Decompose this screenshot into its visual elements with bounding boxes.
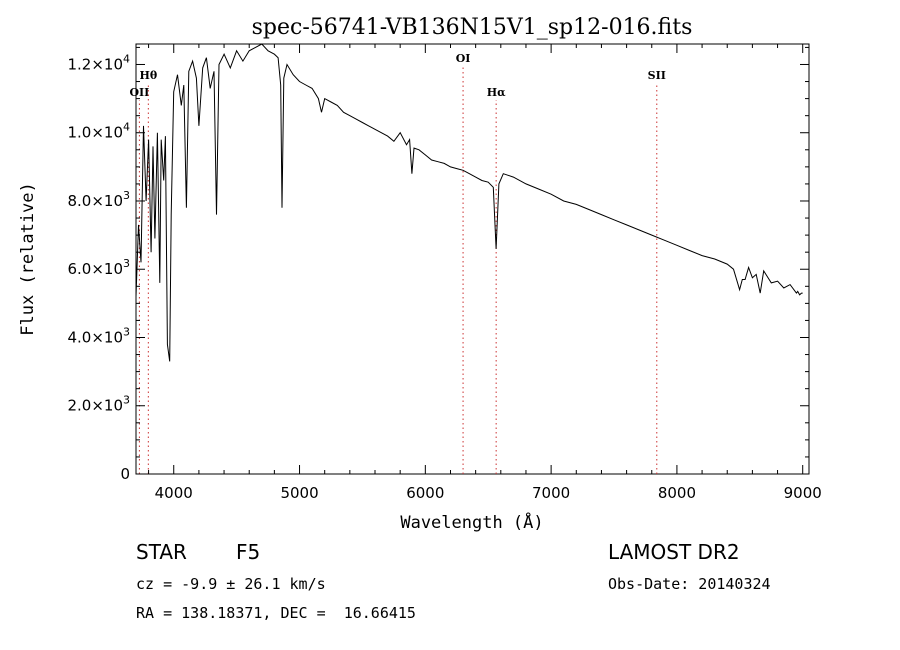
x-tick-labels: 4000 5000 6000 7000 8000 9000 — [155, 484, 822, 502]
x-tick-label: 9000 — [784, 484, 822, 502]
y-tick-label: 1.2×104 — [67, 52, 130, 73]
y-axis-label: Flux (relative) — [18, 182, 38, 336]
line-marker-label: OII — [129, 86, 149, 99]
y-tick-label: 1.0×104 — [67, 121, 130, 142]
y-tick-label: 2.0×103 — [67, 394, 130, 415]
line-marker-label: Hα — [487, 86, 506, 99]
observation-date: Obs-Date: 20140324 — [608, 575, 771, 593]
redshift-readout: cz = -9.9 ± 26.1 km/s — [136, 575, 326, 593]
object-subclass: F5 — [236, 540, 261, 564]
x-tick-label: 7000 — [532, 484, 570, 502]
line-marker-label: OI — [456, 52, 471, 65]
spectrum-series-line — [135, 43, 803, 362]
survey-name: LAMOST DR2 — [608, 540, 740, 564]
plot-frame — [135, 43, 810, 475]
y-tick-label: 6.0×103 — [67, 257, 130, 278]
y-tick-labels: 0 2.0×103 4.0×103 6.0×103 8.0×103 1.0×104 1.2×… — [67, 52, 130, 483]
x-axis-label: Wavelength (Å) — [400, 511, 543, 533]
x-tick-label: 4000 — [155, 484, 193, 502]
y-tick-label: 4.0×103 — [67, 325, 130, 346]
axis-ticks — [136, 44, 809, 475]
object-class: STAR — [136, 540, 187, 564]
emission-line-markers: OII Hθ OI Hα SII — [129, 52, 666, 474]
y-tick-label: 0 — [120, 465, 130, 483]
line-marker-label: SII — [648, 69, 666, 82]
x-tick-label: 6000 — [406, 484, 444, 502]
x-tick-label: 5000 — [280, 484, 318, 502]
y-tick-label: 8.0×103 — [67, 189, 130, 210]
line-marker-label: Hθ — [139, 69, 157, 82]
coordinates-readout: RA = 138.18371, DEC = 16.66415 — [136, 604, 416, 622]
chart-title: spec-56741-VB136N15V1_sp12-016.fits — [252, 15, 693, 40]
x-tick-label: 8000 — [658, 484, 696, 502]
